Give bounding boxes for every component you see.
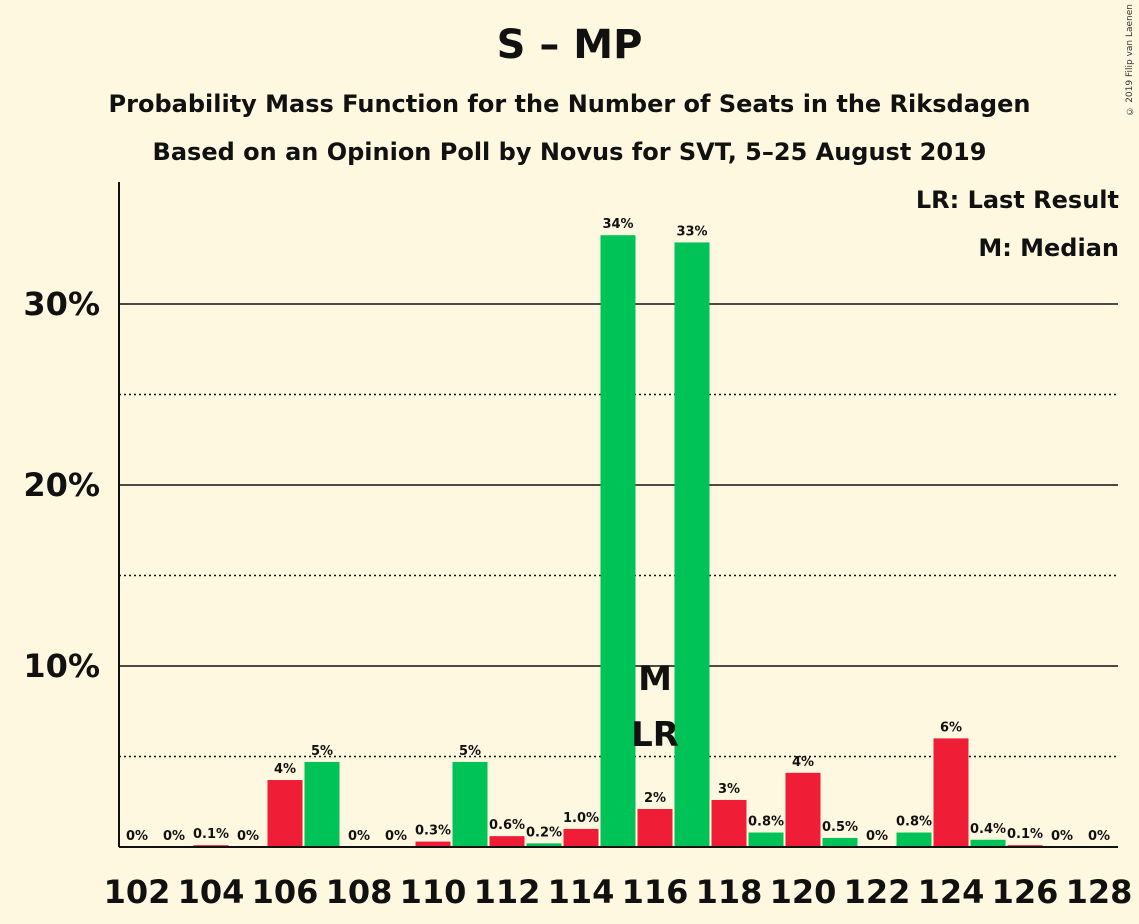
- chart-subtitle-1: Probability Mass Function for the Number…: [108, 90, 1031, 118]
- data-label: 0.6%: [489, 818, 525, 833]
- data-label: 0%: [237, 829, 259, 844]
- bar: [674, 242, 710, 847]
- data-label: 33%: [676, 224, 707, 239]
- data-label: 6%: [940, 720, 962, 735]
- y-tick-label: 20%: [23, 466, 100, 504]
- bar: [600, 235, 636, 848]
- data-label: 5%: [311, 744, 333, 759]
- x-tick-label: 118: [696, 873, 763, 911]
- bar: [526, 843, 562, 847]
- data-label: 0.4%: [970, 822, 1006, 837]
- x-tick-label: 110: [400, 873, 467, 911]
- x-tick-label: 108: [326, 873, 393, 911]
- bar: [267, 780, 303, 847]
- x-tick-label: 122: [844, 873, 911, 911]
- data-label: 4%: [274, 762, 296, 777]
- legend-last-result: LR: Last Result: [915, 186, 1119, 214]
- x-tick-label: 106: [252, 873, 319, 911]
- data-label: 34%: [602, 217, 633, 232]
- bar: [415, 841, 451, 847]
- data-label: 0%: [1051, 829, 1073, 844]
- bar: [970, 839, 1006, 847]
- bar: [748, 832, 784, 847]
- x-tick-label: 126: [992, 873, 1059, 911]
- bar: [933, 738, 969, 847]
- bar: [489, 836, 525, 847]
- x-tick-label: 112: [474, 873, 541, 911]
- data-label: 0.3%: [415, 824, 451, 839]
- data-label: 0.8%: [748, 815, 784, 830]
- x-tick-label: 102: [104, 873, 171, 911]
- bar: [896, 832, 932, 847]
- x-tick-label: 114: [548, 873, 615, 911]
- last-result-marker: LR: [631, 715, 679, 755]
- bar: [637, 808, 673, 847]
- bar: [822, 837, 858, 847]
- data-label: 5%: [459, 744, 481, 759]
- data-label: 0.5%: [822, 820, 858, 835]
- data-label: 0%: [385, 829, 407, 844]
- bar: [711, 799, 747, 847]
- bar: [785, 772, 821, 847]
- x-tick-label: 116: [622, 873, 689, 911]
- data-label: 0.8%: [896, 815, 932, 830]
- data-label: 0%: [1088, 829, 1110, 844]
- data-label: 2%: [644, 791, 666, 806]
- bar: [304, 761, 340, 847]
- data-label: 1.0%: [563, 811, 599, 826]
- chart-subtitle-2: Based on an Opinion Poll by Novus for SV…: [152, 138, 987, 166]
- median-marker: M: [638, 659, 672, 699]
- data-label: 0.1%: [193, 827, 229, 842]
- data-label: 0%: [126, 829, 148, 844]
- data-label: 0.1%: [1007, 827, 1043, 842]
- data-label: 0%: [348, 829, 370, 844]
- chart-title: S – MP: [496, 22, 643, 68]
- x-tick-label: 104: [178, 873, 245, 911]
- x-tick-label: 124: [918, 873, 985, 911]
- legend-median: M: Median: [978, 234, 1119, 262]
- data-label: 3%: [718, 782, 740, 797]
- data-label: 0%: [163, 829, 185, 844]
- y-tick-label: 10%: [23, 647, 100, 685]
- x-tick-label: 128: [1066, 873, 1133, 911]
- bar: [452, 761, 488, 847]
- y-tick-label: 30%: [23, 285, 100, 323]
- data-label: 4%: [792, 755, 814, 770]
- bar: [563, 828, 599, 847]
- data-label: 0%: [866, 829, 888, 844]
- x-tick-label: 120: [770, 873, 837, 911]
- data-label: 0.2%: [526, 825, 562, 840]
